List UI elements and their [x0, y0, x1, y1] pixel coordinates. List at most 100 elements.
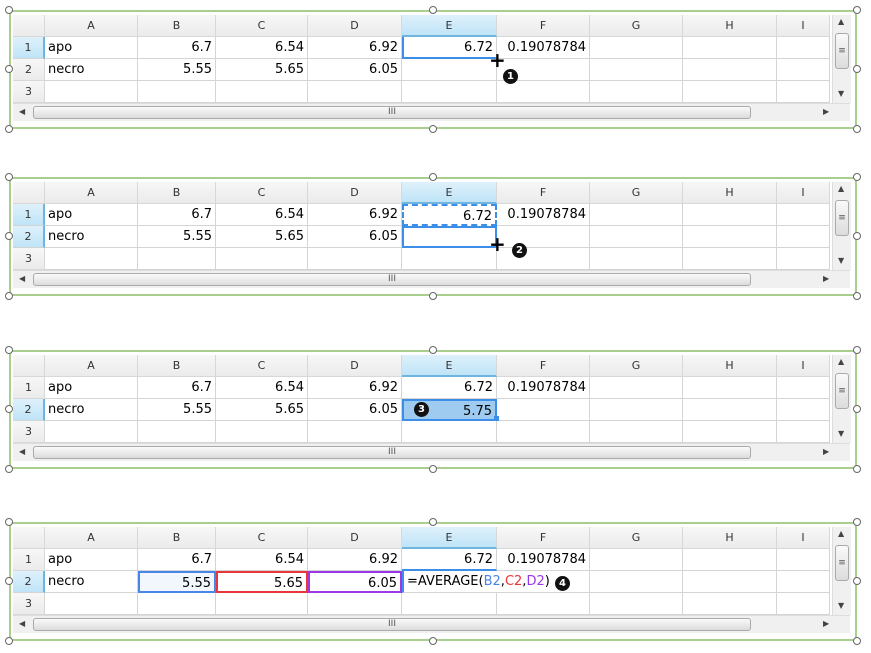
fill-handle[interactable] — [494, 416, 499, 421]
column-header-A[interactable]: A — [45, 355, 138, 377]
cell-H3[interactable] — [683, 421, 777, 443]
cell-D3[interactable] — [308, 593, 402, 615]
cell-G3[interactable] — [590, 81, 683, 103]
cell-C3[interactable] — [216, 248, 308, 270]
vertical-scroll-thumb[interactable]: ≡ — [835, 545, 849, 581]
cell-G1[interactable] — [590, 37, 683, 59]
resize-handle[interactable] — [429, 173, 437, 181]
cell-I2[interactable] — [777, 59, 830, 81]
scroll-up-arrow[interactable]: ▲ — [838, 184, 845, 193]
scroll-right-arrow[interactable]: ▶ — [823, 274, 830, 283]
cell-D1[interactable]: 6.92 — [308, 204, 402, 226]
horizontal-scroll-thumb[interactable]: III — [33, 273, 751, 286]
scroll-right-arrow[interactable]: ▶ — [823, 619, 830, 628]
column-header-C[interactable]: C — [216, 527, 308, 549]
cell-G2[interactable] — [590, 571, 683, 593]
row-header-1[interactable]: 1 — [13, 37, 45, 59]
cell-H2[interactable] — [683, 226, 777, 248]
cell-I2[interactable] — [777, 226, 830, 248]
cell-C1[interactable]: 6.54 — [216, 377, 308, 399]
cell-E2[interactable] — [402, 59, 497, 81]
cell-B2[interactable]: 5.55 — [138, 59, 216, 81]
resize-handle[interactable] — [429, 346, 437, 354]
cell-B1[interactable]: 6.7 — [138, 377, 216, 399]
resize-handle[interactable] — [853, 173, 861, 181]
cell-B3[interactable] — [138, 81, 216, 103]
cell-A3[interactable] — [45, 81, 138, 103]
cell-C1[interactable]: 6.54 — [216, 37, 308, 59]
resize-handle[interactable] — [5, 125, 13, 133]
cell-A1[interactable]: apo — [45, 549, 138, 571]
cell-A1[interactable]: apo — [45, 204, 138, 226]
cell-E3[interactable] — [402, 81, 497, 103]
horizontal-scrollbar[interactable]: ◀ III ▶ — [13, 270, 850, 288]
cell-D2[interactable]: 6.05 — [308, 399, 402, 421]
resize-handle[interactable] — [853, 232, 861, 240]
cell-A2[interactable]: necro — [45, 571, 138, 593]
cell-D2[interactable]: 6.05 — [308, 59, 402, 81]
row-header-1[interactable]: 1 — [13, 204, 45, 226]
resize-handle[interactable] — [429, 292, 437, 300]
column-header-A[interactable]: A — [45, 527, 138, 549]
cell-C3[interactable] — [216, 421, 308, 443]
cell-G3[interactable] — [590, 421, 683, 443]
cell-I2[interactable] — [777, 399, 830, 421]
cell-F3[interactable] — [497, 593, 590, 615]
column-header-G[interactable]: G — [590, 355, 683, 377]
cell-D1[interactable]: 6.92 — [308, 37, 402, 59]
resize-handle[interactable] — [5, 465, 13, 473]
horizontal-scroll-thumb[interactable]: III — [33, 446, 751, 459]
scroll-left-arrow[interactable]: ◀ — [19, 447, 26, 456]
cell-D1[interactable]: 6.92 — [308, 549, 402, 571]
cell-E3[interactable] — [402, 421, 497, 443]
horizontal-scroll-thumb[interactable]: III — [33, 618, 751, 631]
resize-handle[interactable] — [5, 292, 13, 300]
vertical-scroll-thumb[interactable]: ≡ — [835, 200, 849, 236]
column-header-B[interactable]: B — [138, 15, 216, 37]
cell-I3[interactable] — [777, 593, 830, 615]
column-header-F[interactable]: F — [497, 182, 590, 204]
cell-F1[interactable]: 0.19078784 — [497, 204, 590, 226]
resize-handle[interactable] — [853, 577, 861, 585]
scroll-down-arrow[interactable]: ▼ — [838, 256, 845, 265]
column-header-C[interactable]: C — [216, 182, 308, 204]
scroll-down-arrow[interactable]: ▼ — [838, 89, 845, 98]
column-header-G[interactable]: G — [590, 527, 683, 549]
cell-G2[interactable] — [590, 226, 683, 248]
cell-C2[interactable]: 5.65 — [216, 399, 308, 421]
cell-A3[interactable] — [45, 593, 138, 615]
cell-A2[interactable]: necro — [45, 226, 138, 248]
horizontal-scrollbar[interactable]: ◀ III ▶ — [13, 103, 850, 121]
column-header-D[interactable]: D — [308, 527, 402, 549]
cell-A1[interactable]: apo — [45, 377, 138, 399]
resize-handle[interactable] — [853, 6, 861, 14]
cell-A2[interactable]: necro — [45, 399, 138, 421]
row-header-2[interactable]: 2 — [13, 226, 45, 248]
resize-handle[interactable] — [853, 465, 861, 473]
cell-C3[interactable] — [216, 81, 308, 103]
vertical-scrollbar[interactable]: ▲ ≡ ▼ — [832, 182, 851, 270]
cell-B1[interactable]: 6.7 — [138, 549, 216, 571]
scroll-up-arrow[interactable]: ▲ — [838, 17, 845, 26]
column-header-F[interactable]: F — [497, 355, 590, 377]
cell-I3[interactable] — [777, 421, 830, 443]
cell-H2[interactable] — [683, 59, 777, 81]
cell-H3[interactable] — [683, 81, 777, 103]
column-header-E[interactable]: E — [402, 355, 497, 377]
cell-E1[interactable]: 6.72 — [402, 549, 497, 571]
row-header-2[interactable]: 2 — [13, 571, 45, 593]
cell-G1[interactable] — [590, 549, 683, 571]
horizontal-scrollbar[interactable]: ◀ III ▶ — [13, 615, 850, 633]
cell-C3[interactable] — [216, 593, 308, 615]
cell-I1[interactable] — [777, 549, 830, 571]
cell-I1[interactable] — [777, 377, 830, 399]
resize-handle[interactable] — [429, 6, 437, 14]
resize-handle[interactable] — [853, 65, 861, 73]
cell-C2[interactable]: 5.65 — [216, 226, 308, 248]
cell-H1[interactable] — [683, 204, 777, 226]
resize-handle[interactable] — [5, 577, 13, 585]
column-header-F[interactable]: F — [497, 15, 590, 37]
horizontal-scrollbar[interactable]: ◀ III ▶ — [13, 443, 850, 461]
select-all-corner[interactable] — [13, 182, 45, 204]
resize-handle[interactable] — [853, 292, 861, 300]
